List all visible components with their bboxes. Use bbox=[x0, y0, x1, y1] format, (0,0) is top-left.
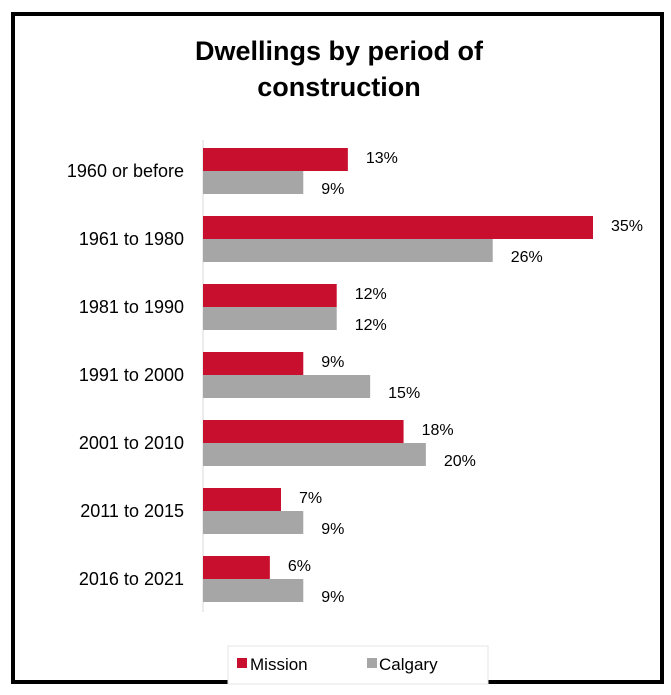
chart-frame bbox=[11, 12, 664, 684]
data-label-calgary-1991-to-2000: 15% bbox=[388, 385, 420, 402]
bar-calgary-2001-to-2010 bbox=[203, 443, 426, 466]
category-label-2011-to-2015: 2011 to 2015 bbox=[80, 501, 184, 521]
data-label-mission-2016-to-2021: 6% bbox=[288, 558, 311, 575]
bar-mission-1981-to-1990 bbox=[203, 284, 337, 307]
bar-mission-1991-to-2000 bbox=[203, 352, 304, 375]
data-label-mission-1981-to-1990: 12% bbox=[355, 286, 387, 303]
chart-title-line-2: construction bbox=[257, 72, 421, 102]
category-label-2001-to-2010: 2001 to 2010 bbox=[79, 433, 184, 453]
legend: Mission Calgary bbox=[227, 645, 489, 685]
bar-mission-2001-to-2010 bbox=[203, 420, 404, 443]
bar-mission-2011-to-2015 bbox=[203, 488, 281, 511]
bar-calgary-1961-to-1980 bbox=[203, 239, 493, 262]
bar-calgary-2011-to-2015 bbox=[203, 511, 304, 534]
data-label-mission-2001-to-2010: 18% bbox=[422, 422, 454, 439]
legend-label-mission: Mission bbox=[250, 655, 308, 674]
data-label-calgary-2016-to-2021: 9% bbox=[321, 589, 344, 606]
category-label-1981-to-1990: 1981 to 1990 bbox=[79, 297, 184, 317]
bar-mission-1960-or-before bbox=[203, 148, 348, 171]
data-label-calgary-2001-to-2010: 20% bbox=[444, 453, 476, 470]
data-label-mission-1960-or-before: 13% bbox=[366, 150, 398, 167]
bar-calgary-1960-or-before bbox=[203, 171, 304, 194]
data-label-calgary-1961-to-1980: 26% bbox=[511, 249, 543, 266]
data-label-mission-2011-to-2015: 7% bbox=[299, 490, 322, 507]
legend-swatch-mission bbox=[237, 658, 247, 668]
data-label-calgary-2011-to-2015: 9% bbox=[321, 521, 344, 538]
legend-label-calgary: Calgary bbox=[379, 655, 438, 674]
legend-swatch-calgary bbox=[367, 658, 377, 668]
data-label-mission-1991-to-2000: 9% bbox=[321, 354, 344, 371]
data-label-calgary-1960-or-before: 9% bbox=[321, 181, 344, 198]
category-label-2016-to-2021: 2016 to 2021 bbox=[79, 569, 184, 589]
category-label-1991-to-2000: 1991 to 2000 bbox=[79, 365, 184, 385]
bar-calgary-1991-to-2000 bbox=[203, 375, 371, 398]
bar-mission-2016-to-2021 bbox=[203, 556, 270, 579]
category-label-1961-to-1980: 1961 to 1980 bbox=[79, 229, 184, 249]
bar-calgary-1981-to-1990 bbox=[203, 307, 337, 330]
legend-box bbox=[227, 645, 489, 685]
category-label-1960-or-before: 1960 or before bbox=[67, 161, 184, 181]
data-label-mission-1961-to-1980: 35% bbox=[611, 218, 643, 235]
bars-group: 1960 or before 13% 9% 1961 to 1980 35% 26% 198… bbox=[67, 148, 643, 606]
data-label-calgary-1981-to-1990: 12% bbox=[355, 317, 387, 334]
chart-title-line-1: Dwellings by period of bbox=[195, 36, 484, 66]
bar-calgary-2016-to-2021 bbox=[203, 579, 304, 602]
bar-mission-1961-to-1980 bbox=[203, 216, 593, 239]
